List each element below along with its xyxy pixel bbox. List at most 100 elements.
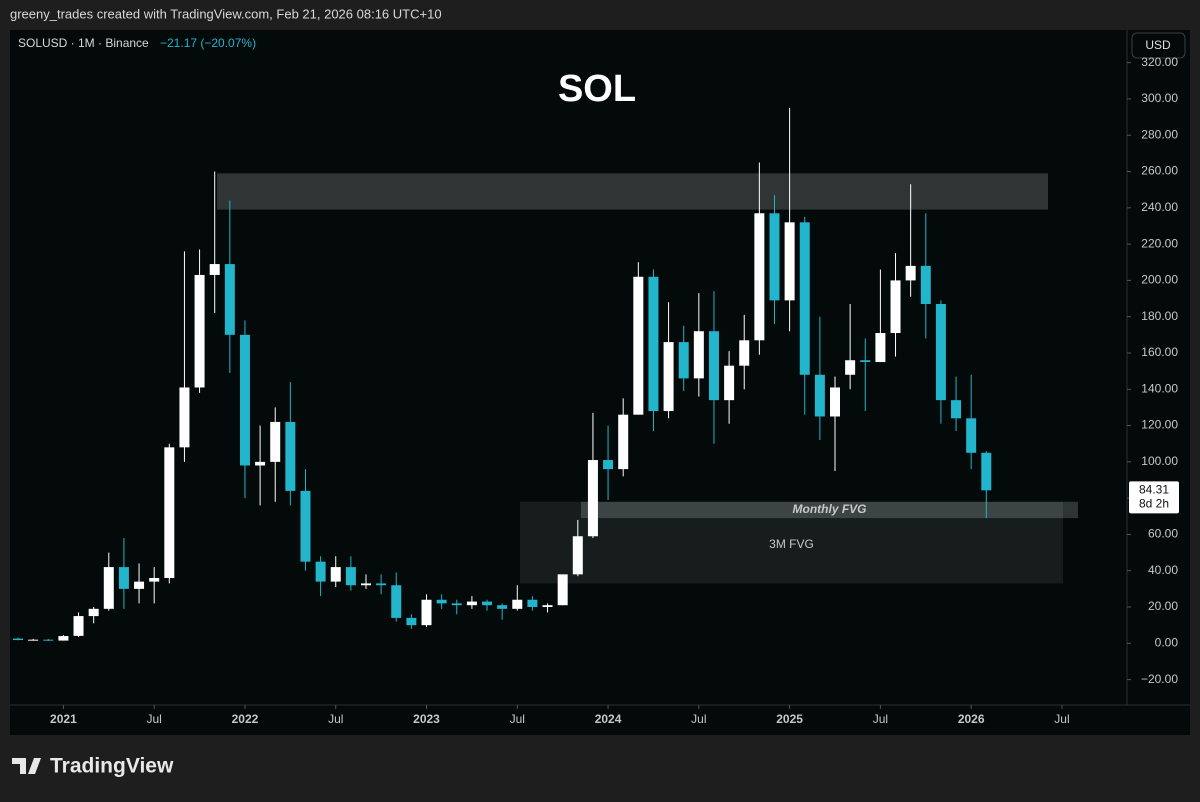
candle-body xyxy=(194,274,205,388)
candle-body xyxy=(814,374,825,417)
candle-body xyxy=(58,636,69,641)
price-tag xyxy=(1129,481,1179,514)
candle-body xyxy=(391,585,402,618)
candle-body xyxy=(28,639,39,641)
candle-body xyxy=(951,400,962,419)
y-tick-label: 100.00 xyxy=(1141,454,1178,468)
candle-body xyxy=(360,583,371,586)
candle-body xyxy=(754,213,765,341)
chart-panel xyxy=(10,30,1190,735)
candle-body xyxy=(769,213,780,301)
y-tick-label: 180.00 xyxy=(1141,309,1178,323)
y-tick-label: 40.00 xyxy=(1148,563,1178,577)
zone xyxy=(520,501,1063,584)
zone xyxy=(217,173,1048,210)
candle-body xyxy=(345,567,356,586)
x-tick-label: Jul xyxy=(328,712,343,726)
x-tick-label: Jul xyxy=(1054,712,1069,726)
plot: 3M FVG Monthly FVG xyxy=(13,108,1078,641)
candle-body xyxy=(603,460,614,470)
candle-body xyxy=(209,264,220,275)
candle-body xyxy=(103,567,114,609)
countdown: 8d 2h xyxy=(1139,496,1169,510)
candle-body xyxy=(406,617,417,626)
y-tick-label: −20.00 xyxy=(1141,672,1178,686)
change: −21.17 (−20.07%) xyxy=(160,36,256,50)
currency-button[interactable] xyxy=(1131,32,1186,59)
candle-body xyxy=(708,331,719,401)
candle-body xyxy=(270,421,281,462)
candle-body xyxy=(497,605,508,609)
candle-body xyxy=(466,601,477,606)
header: greeny_trades created with TradingView.c… xyxy=(10,6,442,21)
candle-body xyxy=(830,387,841,417)
x-tick-label: 2022 xyxy=(232,712,259,726)
zone xyxy=(581,501,1078,519)
y-tick-label: 160.00 xyxy=(1141,345,1178,359)
candle-body xyxy=(542,605,553,608)
candle-body xyxy=(875,333,886,363)
x-tick-label: 2024 xyxy=(595,712,622,726)
candle-body xyxy=(73,616,84,636)
candle-body xyxy=(88,608,99,617)
x-tick-label: 2021 xyxy=(50,712,77,726)
candle-body xyxy=(633,276,644,415)
candle-body xyxy=(512,599,523,609)
x-tick-label: 2023 xyxy=(413,712,440,726)
candle-body xyxy=(981,452,992,491)
zone-label: Monthly FVG xyxy=(793,502,867,516)
candle-body xyxy=(421,599,432,626)
candle-body xyxy=(739,340,750,366)
y-tick-label: 260.00 xyxy=(1141,164,1178,178)
candle-body xyxy=(845,360,856,375)
x-tick-label: 2025 xyxy=(776,712,803,726)
candle-body xyxy=(920,265,931,304)
y-tick-label: 300.00 xyxy=(1141,91,1178,105)
y-tick-label: 120.00 xyxy=(1141,418,1178,432)
y-tick-label: 0.00 xyxy=(1155,635,1179,649)
candle-body xyxy=(724,365,735,401)
candle-body xyxy=(134,581,145,589)
x-tick-label: Jul xyxy=(147,712,162,726)
candle-body xyxy=(436,599,447,604)
candle-body xyxy=(678,342,689,379)
candle-body xyxy=(149,577,160,582)
candle-body xyxy=(43,639,54,641)
candle-body xyxy=(799,222,810,375)
candle-body xyxy=(966,418,977,453)
candle-body xyxy=(557,574,568,606)
candle-body xyxy=(860,360,871,363)
candle-body xyxy=(663,342,674,412)
candle-body xyxy=(905,265,916,281)
zone-label: 3M FVG xyxy=(769,537,814,551)
candle-body xyxy=(300,490,311,562)
candle-body xyxy=(285,421,296,491)
currency[interactable]: USD xyxy=(1145,38,1171,52)
candle-body xyxy=(648,276,659,412)
price-tag-value: 84.31 xyxy=(1139,482,1169,496)
candle-body xyxy=(255,461,266,466)
candle-body xyxy=(587,460,598,537)
candle-body xyxy=(224,264,235,335)
footer: TradingView xyxy=(50,755,174,778)
candle-body xyxy=(935,303,946,401)
x-tick-label: Jul xyxy=(691,712,706,726)
candle-body xyxy=(693,331,704,379)
x-tick-label: Jul xyxy=(873,712,888,726)
candle-body xyxy=(13,638,24,641)
candle-body xyxy=(179,387,190,448)
y-tick-label: 280.00 xyxy=(1141,127,1178,141)
candle-body xyxy=(890,280,901,334)
x-tick-label: Jul xyxy=(510,712,525,726)
chart-title: SOL xyxy=(558,68,636,110)
y-tick-label: 140.00 xyxy=(1141,381,1178,395)
logo: TradingView xyxy=(12,755,174,778)
candle-body xyxy=(315,561,326,582)
candle-body xyxy=(618,414,629,470)
y-tick-label: 20.00 xyxy=(1148,599,1178,613)
candle-body xyxy=(118,567,129,589)
candle-body xyxy=(527,599,538,608)
x-tick-label: 2026 xyxy=(958,712,985,726)
y-tick-label: 220.00 xyxy=(1141,236,1178,250)
